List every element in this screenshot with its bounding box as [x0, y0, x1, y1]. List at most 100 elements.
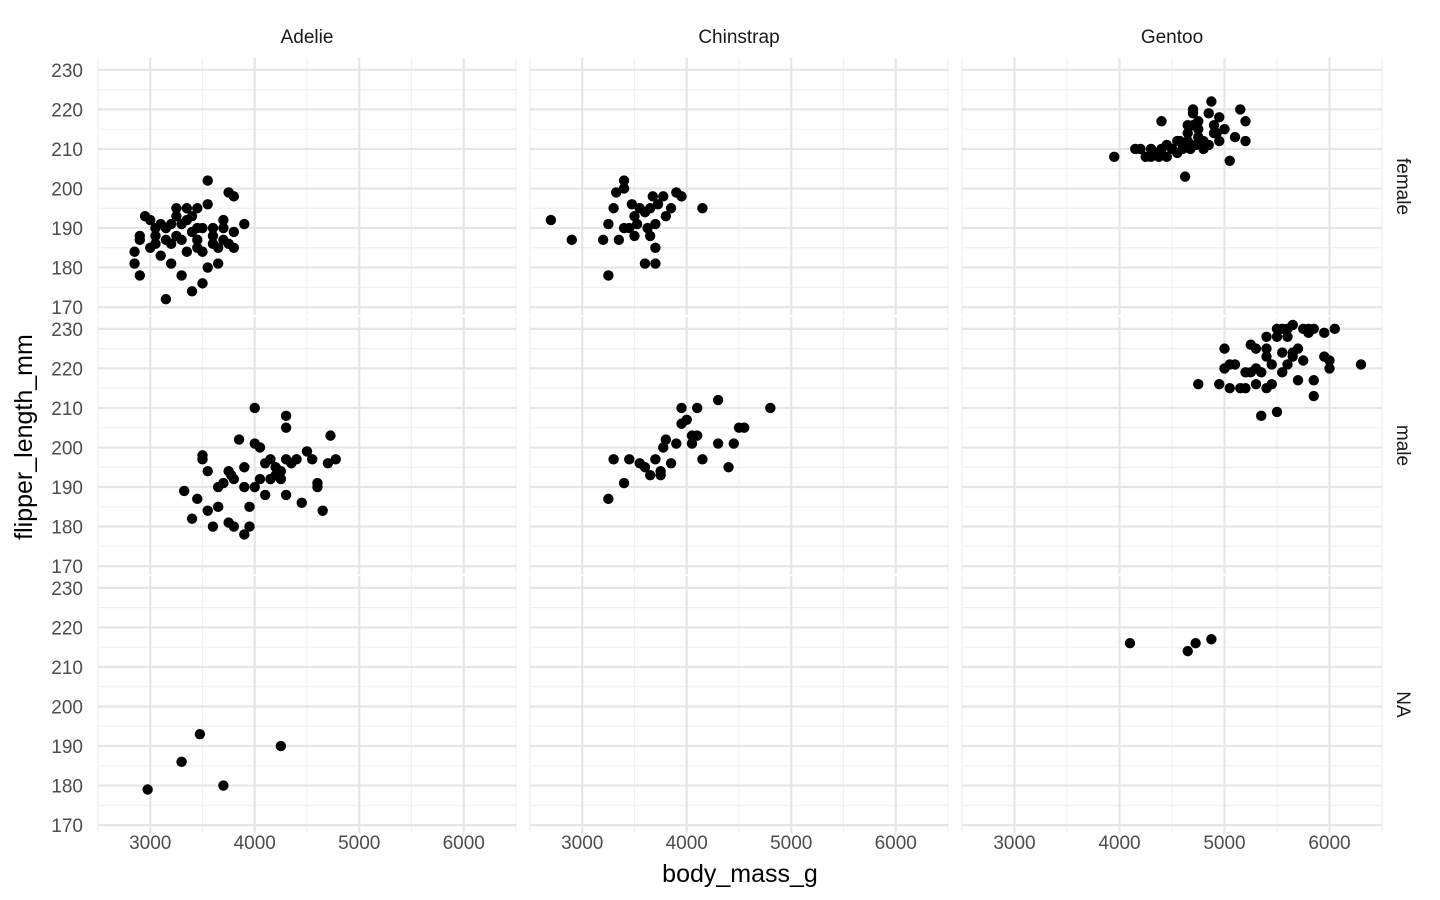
data-point: [207, 230, 219, 242]
data-point: [134, 234, 145, 246]
data-point: [618, 183, 630, 194]
facet-strips: Adelie Chinstrap Gentoo female male NA: [281, 27, 1413, 718]
data-point: [165, 238, 177, 250]
data-point: [650, 242, 661, 253]
data-point: [212, 242, 224, 253]
data-point: [1256, 367, 1267, 378]
y-tick-label: 220: [51, 618, 83, 639]
data-point: [739, 422, 750, 433]
data-point: [1224, 155, 1235, 166]
data-point: [1287, 347, 1298, 358]
data-point: [1324, 355, 1335, 366]
data-point: [1240, 116, 1251, 127]
data-point: [692, 402, 703, 414]
data-point: [322, 458, 334, 469]
data-point: [1153, 151, 1165, 163]
data-point: [218, 222, 229, 234]
facet-panel: [961, 576, 1383, 833]
data-point: [202, 262, 213, 273]
data-point: [270, 469, 281, 481]
y-tick-label: 220: [51, 359, 83, 380]
data-point: [1182, 135, 1193, 147]
data-point: [1277, 347, 1288, 358]
data-point: [212, 501, 224, 512]
facet-col-label: Chinstrap: [698, 27, 779, 48]
data-point: [1224, 382, 1235, 394]
data-point: [608, 454, 619, 465]
data-point: [192, 234, 203, 246]
data-point: [1124, 638, 1136, 649]
y-tick-label: 200: [51, 179, 83, 200]
data-point: [260, 489, 271, 501]
data-point: [1287, 319, 1298, 331]
data-point: [218, 477, 229, 489]
data-point: [160, 293, 172, 305]
data-point: [171, 230, 182, 242]
x-tick-label: 3000: [561, 833, 603, 854]
data-point: [244, 521, 255, 532]
data-point: [1219, 123, 1230, 135]
data-point: [265, 454, 276, 465]
data-point: [1277, 367, 1288, 378]
y-tick-label: 200: [51, 438, 83, 459]
data-point: [1193, 123, 1204, 135]
data-point: [155, 250, 166, 261]
data-point: [1308, 375, 1319, 386]
data-point: [186, 286, 198, 297]
data-point: [624, 454, 635, 465]
data-point: [192, 493, 203, 505]
data-point: [142, 784, 153, 795]
data-point: [160, 222, 172, 234]
data-point: [330, 454, 341, 465]
data-point: [631, 218, 643, 230]
data-point: [197, 222, 208, 234]
data-point: [202, 199, 213, 210]
data-point: [1214, 112, 1225, 123]
data-point: [644, 203, 656, 214]
data-point: [1266, 359, 1277, 370]
data-point: [1261, 331, 1272, 342]
data-point: [658, 442, 669, 453]
y-tick-label: 180: [51, 518, 83, 539]
data-point: [660, 434, 672, 445]
facet-panel: [529, 576, 949, 833]
data-point: [254, 442, 266, 453]
data-point: [129, 246, 140, 257]
data-point: [228, 191, 240, 202]
facet-row-label: male: [1392, 425, 1413, 466]
data-point: [697, 203, 708, 214]
data-point: [1256, 410, 1267, 422]
data-point: [1190, 139, 1201, 151]
data-point: [280, 489, 292, 501]
data-point: [207, 222, 219, 234]
x-tick-label: 6000: [1308, 833, 1350, 854]
data-point: [647, 191, 658, 202]
data-point: [603, 493, 614, 505]
data-point: [1235, 104, 1246, 115]
y-tick-label: 190: [51, 219, 83, 240]
facet-col-label: Gentoo: [1141, 27, 1203, 48]
x-axis-title: body_mass_g: [662, 860, 818, 888]
data-point: [312, 481, 323, 493]
data-point: [712, 438, 724, 449]
data-point: [1208, 120, 1220, 131]
data-point: [1261, 343, 1272, 354]
x-tick-label: 3000: [129, 833, 171, 854]
data-point: [608, 203, 619, 214]
data-point: [1206, 634, 1217, 645]
data-point: [1161, 151, 1172, 163]
data-point: [1182, 645, 1193, 657]
data-point: [1229, 359, 1241, 370]
data-point: [650, 218, 661, 230]
data-point: [202, 175, 213, 186]
facet-row-label: NA: [1392, 691, 1413, 718]
data-point: [1308, 323, 1319, 335]
data-point: [597, 234, 609, 246]
data-point: [1214, 135, 1225, 147]
data-point: [244, 501, 255, 512]
data-point: [1292, 375, 1304, 386]
data-point: [176, 756, 187, 768]
data-point: [249, 481, 260, 493]
y-tick-label: 180: [51, 259, 83, 280]
y-tick-label: 200: [51, 697, 83, 718]
